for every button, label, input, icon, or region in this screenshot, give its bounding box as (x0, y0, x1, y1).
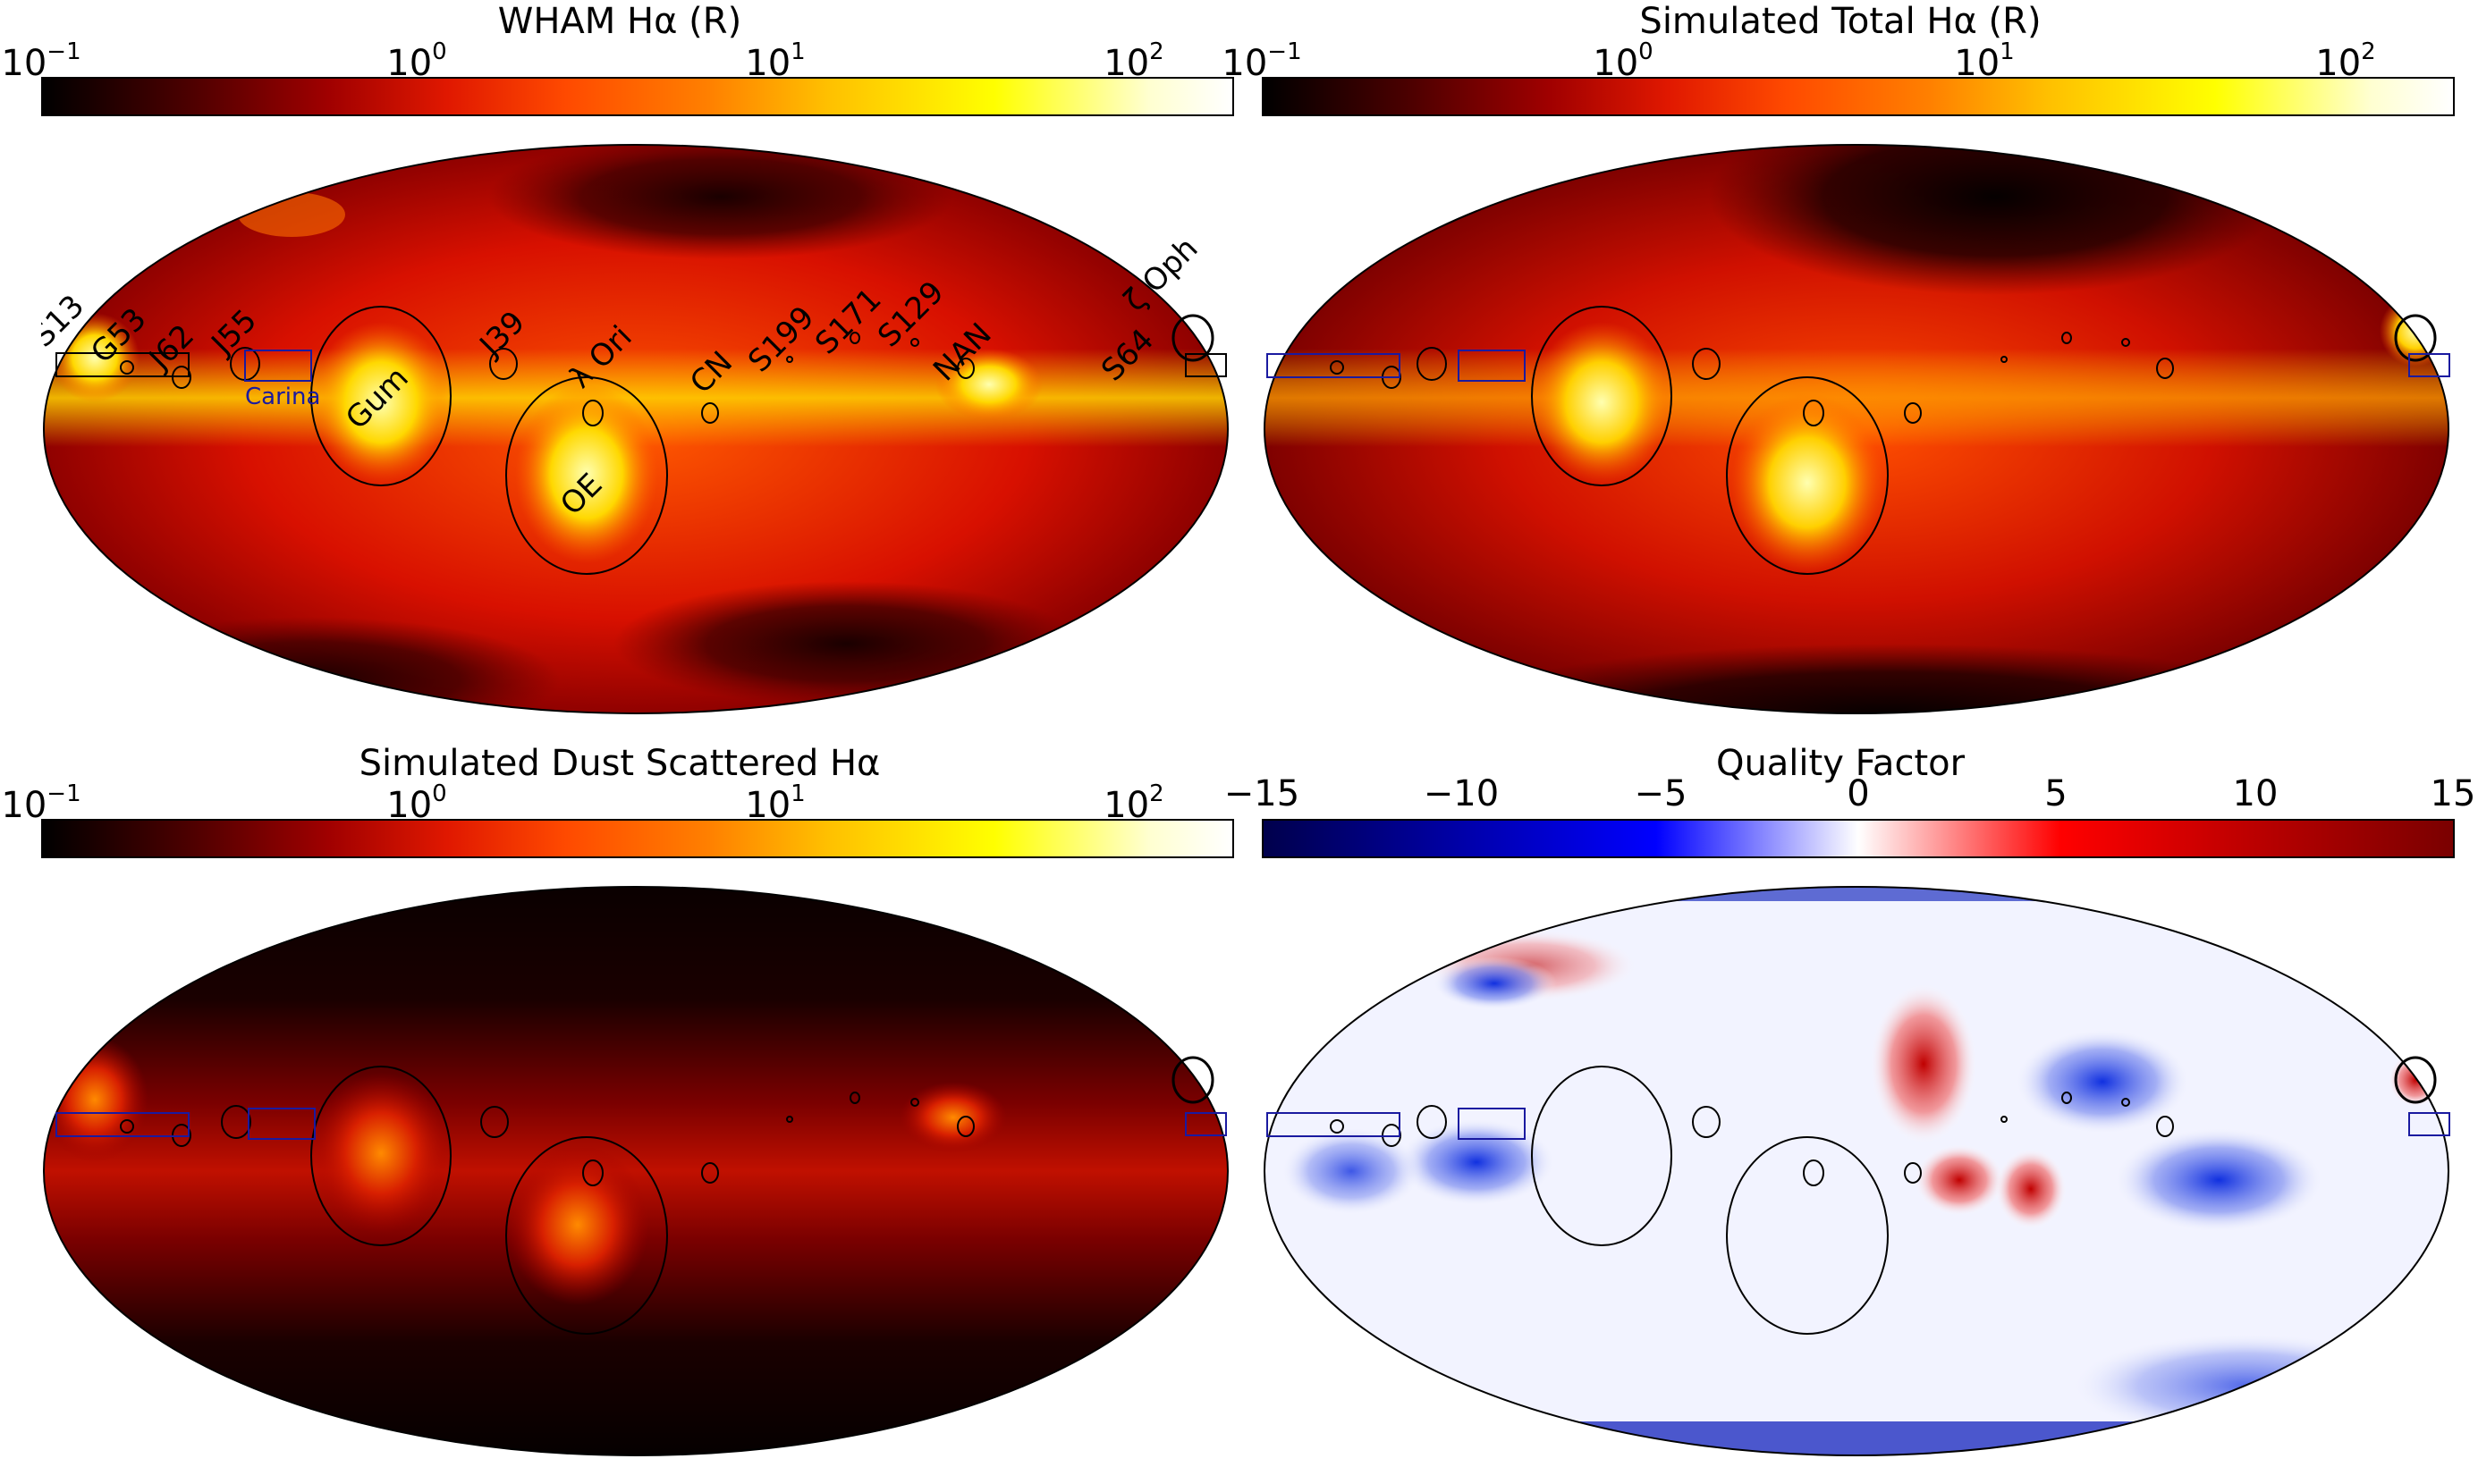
quality-allsky-map (1262, 885, 2451, 1457)
sim-total-panel: Simulated Total Hα (R) 10−1 100 101 102 (1222, 0, 2455, 724)
wham-allsky-map: Carina S13 G53 J62 J55 Gum J39 λ Ori OE … (41, 143, 1231, 715)
sim-total-colorbar (1262, 77, 2455, 116)
quality-colorbar-title: Quality Factor (1715, 743, 1966, 784)
orion-eridanus-outline (505, 376, 668, 575)
quality-factor-panel: Quality Factor −15 −10 −5 0 5 10 15 (1224, 742, 2475, 1466)
quality-colorbar (1262, 819, 2455, 858)
wham-colorbar-title: WHAM Hα (R) (497, 1, 742, 42)
sim-dust-tick-1: 10−1 (1, 780, 81, 826)
sim-total-colorbar-title: Simulated Total Hα (R) (1639, 1, 2042, 42)
quality-tick-2: −10 (1423, 773, 1500, 814)
carina-box (244, 350, 312, 382)
quality-tick-6: 10 (2232, 773, 2279, 814)
sim-dust-colorbar (41, 819, 1234, 858)
sim-total-allsky-map (1262, 143, 2451, 715)
wham-tick-1: 10−1 (1, 38, 81, 84)
wham-colorbar (41, 77, 1234, 116)
sim-dust-panel: Simulated Dust Scattered Hα 10−1 100 101… (1, 742, 1234, 1466)
sim-total-tick-1: 10−1 (1222, 38, 1302, 84)
sim-dust-allsky-map (41, 885, 1231, 1457)
quality-tick-5: 5 (2044, 773, 2068, 814)
quality-tick-7: 15 (2430, 773, 2476, 814)
wham-panel: WHAM Hα (R) 10−1 100 101 102 (1, 0, 1234, 724)
sim-dust-colorbar-title: Simulated Dust Scattered Hα (359, 743, 881, 784)
carina-label: Carina (245, 384, 320, 410)
quality-tick-1: −15 (1223, 773, 1300, 814)
quality-tick-3: −5 (1634, 773, 1687, 814)
quality-tick-4: 0 (1847, 773, 1870, 814)
gum-region-outline (310, 306, 452, 486)
